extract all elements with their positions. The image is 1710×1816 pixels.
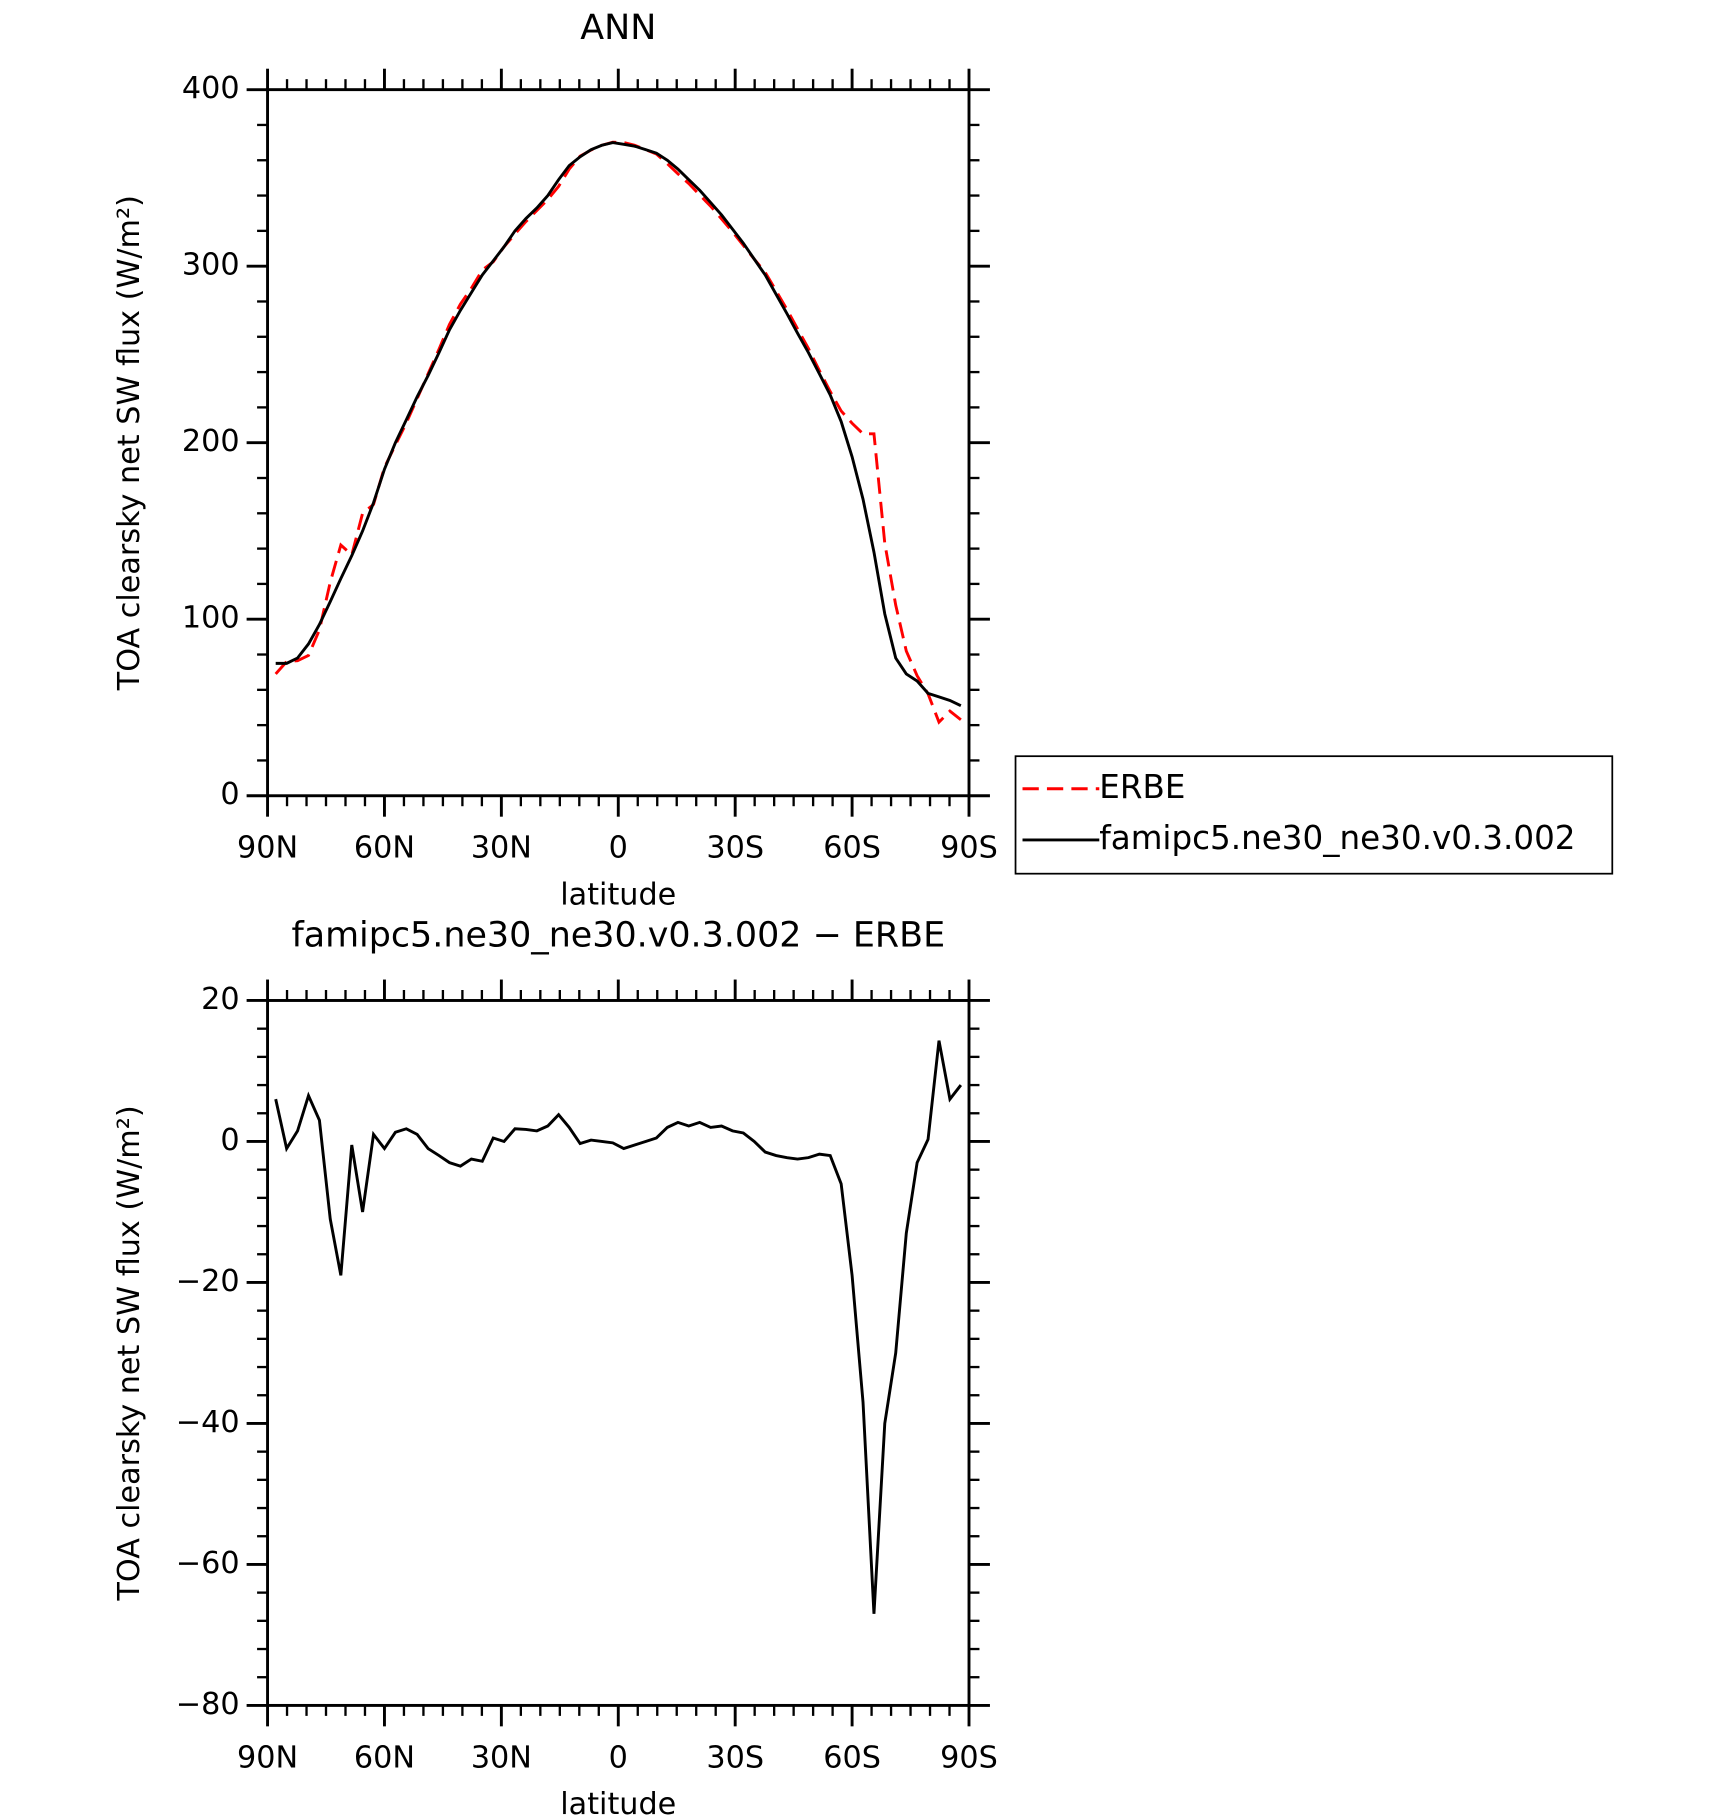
x-tick-label: 60N: [354, 831, 415, 866]
x-tick-label: 30S: [706, 1740, 764, 1775]
x-tick-label: 30N: [471, 831, 532, 866]
x-axis-label: latitude: [560, 877, 676, 912]
y-tick-label: 400: [182, 71, 240, 106]
y-tick-label: −60: [176, 1546, 240, 1581]
x-tick-label: 30N: [471, 1740, 532, 1775]
x-tick-label: 30S: [706, 831, 764, 866]
y-axis-label: TOA clearsky net SW flux (W/m²): [112, 1105, 147, 1601]
y-tick-label: 300: [182, 248, 240, 283]
y-tick-label: −80: [176, 1687, 240, 1722]
legend: ERBE famipc5.ne30_ne30.v0.3.002: [1014, 755, 1614, 875]
plot-frame: [266, 999, 971, 1707]
y-axis-label: TOA clearsky net SW flux (W/m²): [112, 195, 147, 691]
x-axis-label: latitude: [560, 1787, 676, 1816]
x-tick-label: 60N: [354, 1740, 415, 1775]
x-tick-label: 0: [609, 831, 628, 866]
y-tick-label: 200: [182, 424, 240, 459]
y-tick-label: 0: [220, 777, 239, 812]
x-tick-label: 90S: [940, 831, 998, 866]
legend-label: ERBE: [1099, 768, 1185, 806]
y-tick-label: 0: [220, 1123, 239, 1158]
y-tick-label: −20: [176, 1264, 240, 1299]
data-line: [274, 1040, 963, 1614]
x-tick-label: 0: [609, 1740, 628, 1775]
x-tick-label: 90S: [940, 1740, 998, 1775]
plot-frame: [266, 88, 971, 798]
chart-title: ANN: [580, 8, 656, 48]
data-line: [275, 141, 962, 708]
data-line: [274, 140, 962, 725]
x-tick-label: 90N: [237, 831, 298, 866]
x-tick-label: 90N: [237, 1740, 298, 1775]
chart-title: famipc5.ne30_ne30.v0.3.002 − ERBE: [291, 916, 945, 956]
y-tick-label: 100: [182, 601, 240, 636]
x-tick-label: 60S: [823, 831, 881, 866]
y-tick-label: −40: [176, 1405, 240, 1440]
legend-box: [1014, 755, 1614, 875]
x-tick-label: 60S: [823, 1740, 881, 1775]
legend-label: famipc5.ne30_ne30.v0.3.002: [1099, 819, 1575, 857]
y-tick-label: 20: [201, 982, 239, 1017]
